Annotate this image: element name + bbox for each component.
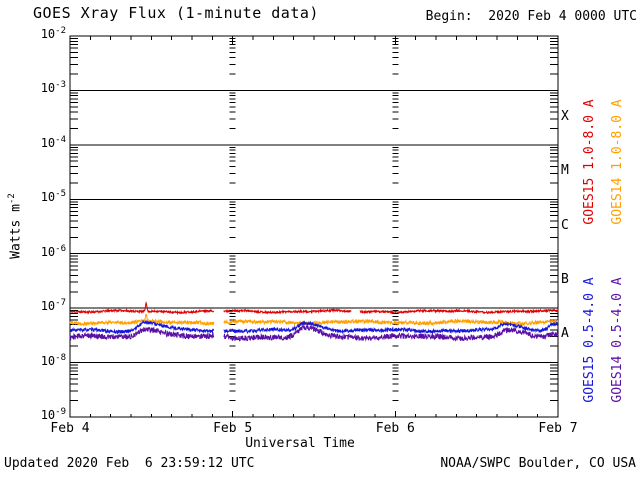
flux-class-label-a: A [561,326,569,342]
x-tick-label: Feb 7 [538,421,578,436]
legend-entry-goes15-0-5-4-0-a: GOES15 0.5-4.0 A [582,277,597,403]
x-tick-label: Feb 5 [213,421,253,436]
x-axis-title: Universal Time [245,436,355,451]
series-goes14-1-0-8-0-a [69,313,559,327]
source-attribution: NOAA/SWPC Boulder, CO USA [440,456,636,471]
y-tick-base: 10 [40,81,56,96]
y-tick-base: 10 [40,353,56,368]
y-tick-label: 10-8 [20,352,66,368]
y-tick-exponent: -7 [55,298,66,309]
series-goes15-0-5-4-0-a [69,319,559,335]
y-axis-title: Watts m-2 [7,166,26,286]
flux-class-label-x: X [561,108,569,124]
legend-entry-goes14-0-5-4-0-a: GOES14 0.5-4.0 A [610,277,625,403]
y-tick-base: 10 [40,299,56,314]
y-tick-exponent: -2 [55,26,66,36]
series-goes14-0-5-4-0-a [69,323,559,342]
flux-class-label-m: M [561,163,569,179]
series-goes15-1-0-8-0-a [69,301,559,316]
y-tick-exponent: -9 [55,407,66,417]
y-tick-base: 10 [40,244,56,259]
y-tick-base: 10 [40,190,56,205]
y-tick-label: 10-7 [20,298,66,314]
legend-entry-goes15-1-0-8-0-a: GOES15 1.0-8.0 A [582,99,597,225]
y-tick-exponent: -6 [55,243,66,254]
y-tick-base: 10 [40,27,56,41]
y-tick-label: 10-5 [20,189,66,205]
y-tick-label: 10-3 [20,80,66,96]
y-tick-label: 10-6 [20,243,66,259]
chart-title: GOES Xray Flux (1-minute data) [33,4,319,22]
legend-entry-goes14-1-0-8-0-a: GOES14 1.0-8.0 A [610,99,625,225]
y-tick-base: 10 [40,135,56,150]
x-tick-label: Feb 4 [50,421,90,436]
plot-frame [69,35,559,418]
y-tick-label: 10-9 [20,407,66,422]
y-tick-exponent: -4 [55,134,66,145]
y-tick-exponent: -5 [55,189,66,200]
x-tick-label: Feb 6 [375,421,415,436]
y-tick-base: 10 [40,408,56,422]
y-tick-label: 10-4 [20,134,66,150]
y-tick-exponent: -3 [55,80,66,91]
y-tick-exponent: -8 [55,352,66,363]
y-axis-title-exponent: -2 [7,193,17,205]
updated-timestamp: Updated 2020 Feb 6 23:59:12 UTC [4,456,255,471]
begin-time-label: Begin: 2020 Feb 4 0000 UTC [425,9,637,24]
flux-class-label-b: B [561,271,569,287]
y-tick-label: 10-2 [20,26,66,41]
flux-class-label-c: C [561,217,569,233]
